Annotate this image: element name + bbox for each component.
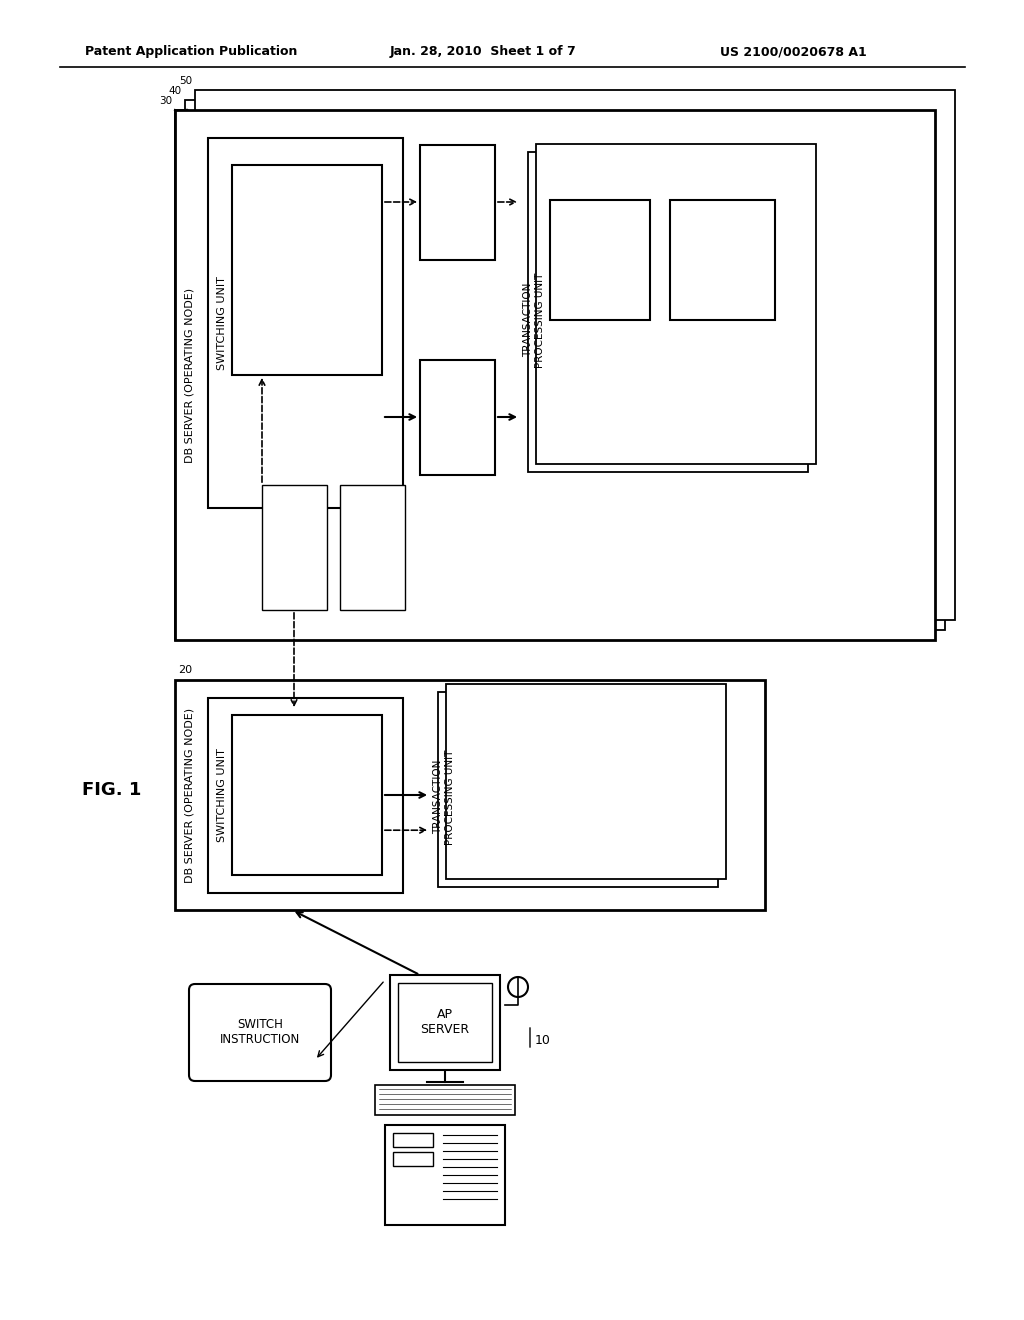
Text: TRANSACTION
PROCESSING UNIT: TRANSACTION PROCESSING UNIT [523,272,545,368]
Bar [232,715,382,875]
Bar [670,201,775,319]
Bar [375,1085,515,1115]
Bar [398,983,492,1063]
Bar [390,975,500,1071]
Bar [208,698,403,894]
Text: TRANSACTION
PROCESSING UNIT: TRANSACTION PROCESSING UNIT [433,750,455,845]
Text: US 2100/0020678 A1: US 2100/0020678 A1 [720,45,866,58]
Text: DB SERVER (OPERATING NODE): DB SERVER (OPERATING NODE) [184,288,194,462]
Bar [438,692,718,887]
Bar [528,152,808,473]
Bar [420,145,495,260]
Text: TRANSACTION
PROCESSING: TRANSACTION PROCESSING [589,226,610,294]
Text: (2) STOP
INSTRUCTION: (2) STOP INSTRUCTION [446,166,468,238]
Text: FIG. 1: FIG. 1 [82,781,141,799]
Text: 50: 50 [179,77,193,86]
Text: (4) STOP
CONFIRMATION: (4) STOP CONFIRMATION [446,378,468,457]
Text: Jan. 28, 2010  Sheet 1 of 7: Jan. 28, 2010 Sheet 1 of 7 [390,45,577,58]
Bar [550,201,650,319]
Bar [430,700,710,895]
Bar [175,110,935,640]
Text: OPERATING
SERVER
MAIN SWITCHING
PROCESS: OPERATING SERVER MAIN SWITCHING PROCESS [285,752,330,837]
Bar [536,144,816,465]
Bar [185,100,945,630]
Text: (1) STOP
INSTRUCTION: (1) STOP INSTRUCTION [284,513,305,581]
Bar [340,484,406,610]
Text: SWITCHING UNIT: SWITCHING UNIT [217,748,227,842]
Text: Patent Application Publication: Patent Application Publication [85,45,297,58]
Text: OPERATING
SERVER
SUB SWITCHING
PROCESS: OPERATING SERVER SUB SWITCHING PROCESS [285,231,330,309]
Text: AP
SERVER: AP SERVER [421,1008,470,1036]
Bar [385,1125,505,1225]
Bar [195,90,955,620]
Text: (3) STOP
DETERMINATION: (3) STOP DETERMINATION [712,219,733,301]
Bar [175,110,935,640]
Bar [520,160,800,480]
Text: SWITCH
INSTRUCTION: SWITCH INSTRUCTION [220,1018,300,1045]
Bar [175,680,765,909]
Text: 20: 20 [178,665,193,675]
Bar [393,1152,433,1166]
FancyBboxPatch shape [189,983,331,1081]
Text: DB SERVER (OPERATING NODE): DB SERVER (OPERATING NODE) [184,708,194,883]
Text: 30: 30 [159,96,172,106]
Bar [420,360,495,475]
Text: SWITCHING UNIT: SWITCHING UNIT [217,276,227,370]
Text: (5)
COMPLETION
NOTICE: (5) COMPLETION NOTICE [355,515,388,579]
Bar [232,165,382,375]
Bar [262,484,327,610]
Text: 40: 40 [169,86,182,96]
Bar [393,1133,433,1147]
Bar [446,684,726,879]
Text: 10: 10 [535,1034,551,1047]
Bar [208,139,403,508]
